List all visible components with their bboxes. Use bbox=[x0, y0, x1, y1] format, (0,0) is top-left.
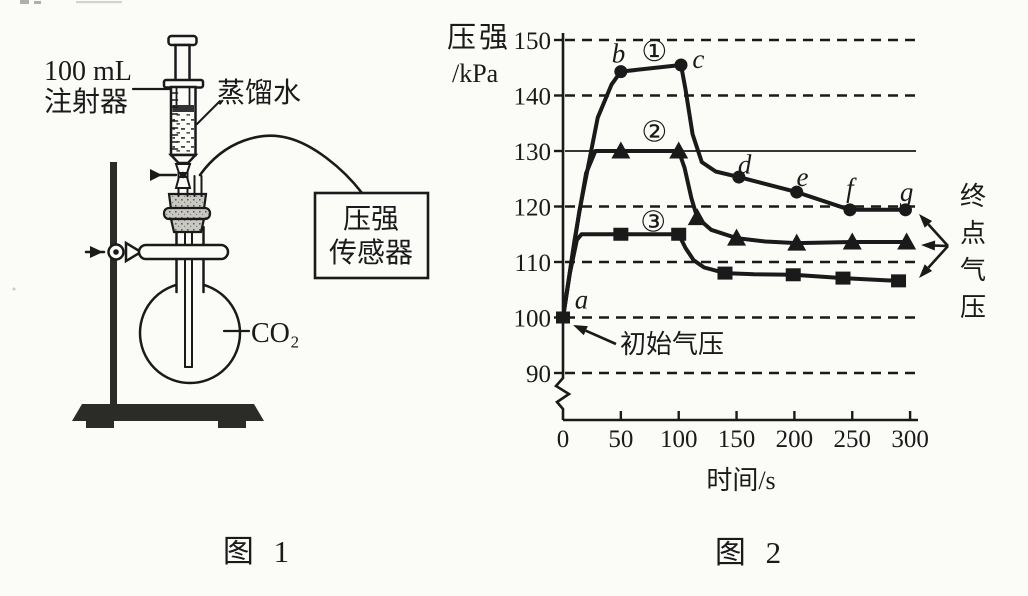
figure1-apparatus: 100 mL 注射器 蒸馏水 压强 传感器 CO₂ 图 1 bbox=[12, 0, 430, 569]
y-tick-label-140: 140 bbox=[514, 84, 552, 111]
marker-square bbox=[835, 271, 851, 285]
apparatus-drawing bbox=[72, 34, 430, 428]
flask-neck-join bbox=[177, 277, 203, 303]
syringe-graduations bbox=[170, 92, 179, 150]
stopcock-handle-icon bbox=[150, 169, 162, 181]
y-tick-label-100: 100 bbox=[514, 306, 552, 333]
point-label-c: c bbox=[692, 44, 704, 74]
series-line-② bbox=[561, 149, 909, 320]
marker-circle bbox=[898, 203, 912, 217]
marker-square bbox=[891, 274, 907, 288]
clamp-arm bbox=[137, 243, 230, 261]
clamp-cone bbox=[124, 240, 144, 264]
figure1-caption: 图 1 bbox=[223, 534, 295, 569]
point-label-f: f bbox=[846, 173, 857, 203]
end-pressure-arrow-3-head bbox=[919, 264, 933, 278]
gas-label: CO₂ bbox=[251, 318, 300, 349]
series-label-②: ② bbox=[641, 115, 667, 149]
rubber-stopper bbox=[162, 192, 212, 234]
syringe-plunger-cap bbox=[167, 34, 198, 47]
chart-plot-area: 90 100 110 120 130 140 150 0 50 100 150 200 250 300 ① ②… bbox=[514, 28, 987, 453]
point-label-g: g bbox=[900, 177, 914, 207]
stand-rod bbox=[110, 162, 117, 405]
stand-base-foot-right bbox=[218, 421, 246, 428]
series-label-③: ③ bbox=[640, 204, 666, 238]
marker-triangle bbox=[727, 228, 747, 246]
marker-a-point bbox=[556, 311, 570, 324]
x-tick-label-100: 100 bbox=[660, 426, 698, 453]
stand-base-foot-left bbox=[86, 421, 114, 428]
point-label-d: d bbox=[738, 149, 752, 179]
end-pressure-arrow-1-head bbox=[919, 214, 933, 228]
x-tick-label-0: 0 bbox=[557, 426, 570, 453]
leader-line-water bbox=[196, 100, 221, 125]
marker-circle bbox=[614, 65, 628, 79]
marker-circle bbox=[843, 203, 857, 217]
point-label-e: e bbox=[797, 162, 809, 192]
marker-square bbox=[785, 268, 801, 282]
sensor-cable bbox=[198, 134, 364, 195]
syringe-water bbox=[172, 114, 194, 153]
marker-square bbox=[717, 266, 733, 280]
point-label-b: b bbox=[612, 38, 626, 68]
clamp bbox=[84, 240, 230, 264]
marker-triangle bbox=[842, 232, 862, 250]
x-tick-label-200: 200 bbox=[776, 426, 814, 453]
y-tick-label-90: 90 bbox=[526, 361, 551, 388]
syringe-label-line2: 注射器 bbox=[44, 86, 128, 118]
pressure-sensor-box bbox=[313, 191, 430, 280]
x-tick-label-300: 300 bbox=[891, 426, 929, 453]
marker-triangle bbox=[687, 208, 707, 226]
y-tick-label-150: 150 bbox=[514, 28, 552, 55]
x-tick-label-250: 250 bbox=[834, 426, 872, 453]
syringe bbox=[162, 34, 205, 165]
end-pressure-arrow-3-line bbox=[927, 245, 949, 269]
initial-pressure-label: 初始气压 bbox=[620, 330, 724, 359]
end-pressure-label-char-4: 压 bbox=[960, 293, 986, 322]
marker-circle bbox=[674, 58, 688, 72]
marker-square bbox=[613, 227, 629, 241]
y-axis bbox=[554, 33, 572, 420]
clamp-screw-handle-icon bbox=[90, 246, 103, 258]
stand-base bbox=[72, 404, 264, 421]
marker-triangle bbox=[787, 233, 807, 251]
marker-triangle bbox=[669, 141, 689, 159]
figure2-chart: 90 100 110 120 130 140 150 0 50 100 150 200 250 300 ① ②… bbox=[447, 22, 987, 570]
sensor-label-line1: 压强 bbox=[343, 204, 399, 235]
end-pressure-arrow-2-head bbox=[921, 240, 936, 251]
x-tick-label-150: 150 bbox=[718, 426, 756, 453]
y-tick-label-120: 120 bbox=[514, 195, 552, 222]
initial-pressure-arrow-head bbox=[573, 325, 588, 336]
y-axis-label-line2: /kPa bbox=[452, 59, 499, 88]
stopcock-valve bbox=[150, 163, 192, 189]
marker-circle bbox=[790, 185, 804, 199]
syringe-tip bbox=[168, 153, 199, 165]
water-label: 蒸馏水 bbox=[217, 77, 301, 109]
syringe-piston-seal bbox=[172, 105, 194, 112]
marker-square bbox=[671, 227, 687, 241]
point-label-a: a bbox=[575, 285, 589, 315]
sensor-tube-stub bbox=[193, 175, 203, 197]
end-pressure-label-char-3: 气 bbox=[960, 256, 986, 285]
end-pressure-label-char-1: 终 bbox=[960, 182, 986, 211]
end-pressure-arrow-1-line bbox=[927, 223, 949, 247]
x-axis-label: 时间/s bbox=[706, 466, 775, 495]
series-label-①: ① bbox=[641, 34, 667, 68]
sensor-label-line2: 传感器 bbox=[329, 237, 413, 269]
marker-triangle bbox=[897, 232, 917, 250]
end-pressure-label-char-2: 点 bbox=[960, 219, 986, 248]
y-tick-label-110: 110 bbox=[514, 250, 551, 277]
y-tick-label-130: 130 bbox=[514, 139, 552, 166]
marker-triangle bbox=[611, 141, 631, 159]
series-line-① bbox=[561, 63, 908, 320]
syringe-plunger-rod bbox=[174, 43, 191, 83]
marker-circle bbox=[732, 170, 746, 184]
x-tick-label-50: 50 bbox=[608, 426, 633, 453]
syringe-label-line1: 100 mL bbox=[44, 56, 132, 87]
y-axis-label-line1: 压强 bbox=[447, 22, 511, 54]
figure2-caption: 图 2 bbox=[715, 535, 787, 570]
initial-pressure-arrow-line bbox=[585, 329, 617, 346]
scan-artifact bbox=[12, 0, 122, 291]
